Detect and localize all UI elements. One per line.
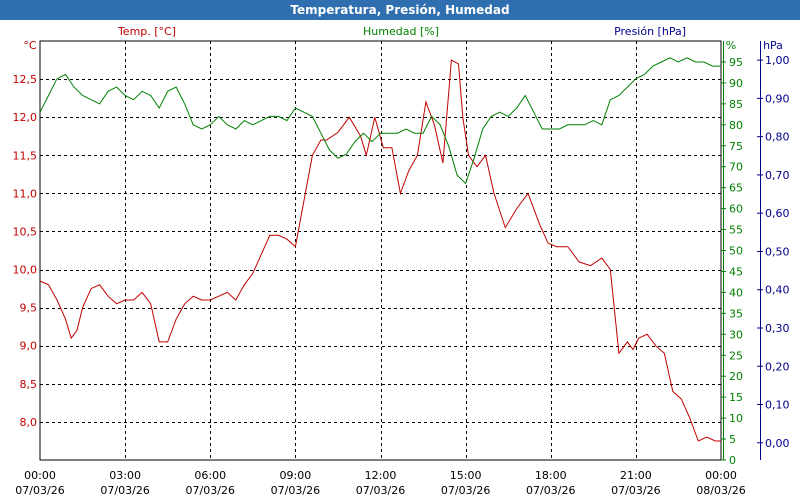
humidity-tick-label: 80 (729, 119, 743, 132)
humidity-tick-label: 35 (729, 307, 743, 320)
temp-tick-label: 8,0 (20, 416, 38, 429)
pressure-tick-label: 0,90 (765, 92, 790, 105)
x-tick-date: 07/03/26 (186, 484, 235, 497)
humidity-tick-label: 65 (729, 182, 743, 195)
pressure-tick-label: 0,00 (765, 437, 790, 450)
legend-pressure: Presión [hPa] (614, 25, 686, 38)
temp-tick-label: 12,5 (13, 73, 38, 86)
pressure-tick-label: 0,70 (765, 169, 790, 182)
humidity-tick-label: 75 (729, 140, 743, 153)
humidity-tick-label: 0 (729, 454, 736, 467)
series-line-humidity (39, 57, 721, 185)
legend-temperature: Temp. [°C] (117, 25, 176, 38)
pressure-tick-label: 0,10 (765, 399, 790, 412)
x-tick-date: 07/03/26 (441, 484, 490, 497)
series-line-temperature (39, 59, 721, 442)
humidity-tick-label: 20 (729, 370, 743, 383)
x-tick-time: 00:00 (24, 469, 56, 482)
x-tick-time: 18:00 (535, 469, 567, 482)
temp-tick-label: 10,5 (13, 225, 38, 238)
x-tick-time: 03:00 (109, 469, 141, 482)
humidity-tick-label: 30 (729, 328, 743, 341)
humidity-tick-label: 45 (729, 265, 743, 278)
humidity-tick-label: 5 (729, 433, 736, 446)
pressure-tick-label: 0,30 (765, 322, 790, 335)
chart-area: 8,0 8,5 9,0 9,5 10,0 10,5 11,0 11,5 12,0 12,5 °C 0 5… (13, 25, 790, 497)
humidity-tick-label: 85 (729, 98, 743, 111)
x-tick-time: 00:00 (705, 469, 737, 482)
pressure-tick-label: 1,00 (765, 54, 790, 67)
pressure-tick-label: 0,50 (765, 245, 790, 258)
humidity-tick-label: 55 (729, 224, 743, 237)
humidity-tick-label: 40 (729, 286, 743, 299)
x-tick-date: 08/03/26 (696, 484, 745, 497)
x-tick-date: 07/03/26 (271, 484, 320, 497)
temp-tick-label: 10,0 (13, 264, 38, 277)
x-tick-time: 09:00 (280, 469, 312, 482)
pressure-tick-label: 0,20 (765, 360, 790, 373)
legend-humidity: Humedad [%] (363, 25, 439, 38)
x-tick-date: 07/03/26 (356, 484, 405, 497)
x-tick-time: 15:00 (450, 469, 482, 482)
x-tick-time: 06:00 (194, 469, 226, 482)
temp-tick-label: 8,5 (20, 378, 38, 391)
humidity-tick-label: 60 (729, 203, 743, 216)
plot-frame (39, 40, 722, 461)
temp-tick-label: 9,5 (20, 302, 38, 315)
humidity-tick-label: 50 (729, 245, 743, 258)
x-tick-date: 07/03/26 (100, 484, 149, 497)
x-tick-time: 12:00 (365, 469, 397, 482)
chart-title: Temperatura, Presión, Humedad (290, 3, 510, 17)
humidity-tick-label: 15 (729, 391, 743, 404)
temp-axis-unit: °C (23, 39, 37, 52)
chart-title-bar: Temperatura, Presión, Humedad (0, 0, 800, 20)
temp-tick-label: 12,0 (13, 111, 38, 124)
pressure-tick-label: 0,40 (765, 284, 790, 297)
humidity-tick-label: 70 (729, 161, 743, 174)
humidity-tick-label: 90 (729, 77, 743, 90)
x-tick-date: 07/03/26 (526, 484, 575, 497)
humidity-axis-unit: % (726, 39, 736, 52)
humidity-tick-label: 25 (729, 349, 743, 362)
x-tick-time: 21:00 (620, 469, 652, 482)
x-tick-date: 07/03/26 (611, 484, 660, 497)
temp-tick-label: 11,0 (13, 187, 38, 200)
temp-tick-label: 11,5 (13, 149, 38, 162)
humidity-tick-label: 10 (729, 412, 743, 425)
humidity-tick-label: 95 (729, 56, 743, 69)
pressure-tick-label: 0,60 (765, 207, 790, 220)
x-tick-date: 07/03/26 (15, 484, 64, 497)
temp-tick-label: 9,0 (20, 340, 38, 353)
pressure-axis-unit: hPa (763, 39, 783, 52)
pressure-tick-label: 0,80 (765, 131, 790, 144)
